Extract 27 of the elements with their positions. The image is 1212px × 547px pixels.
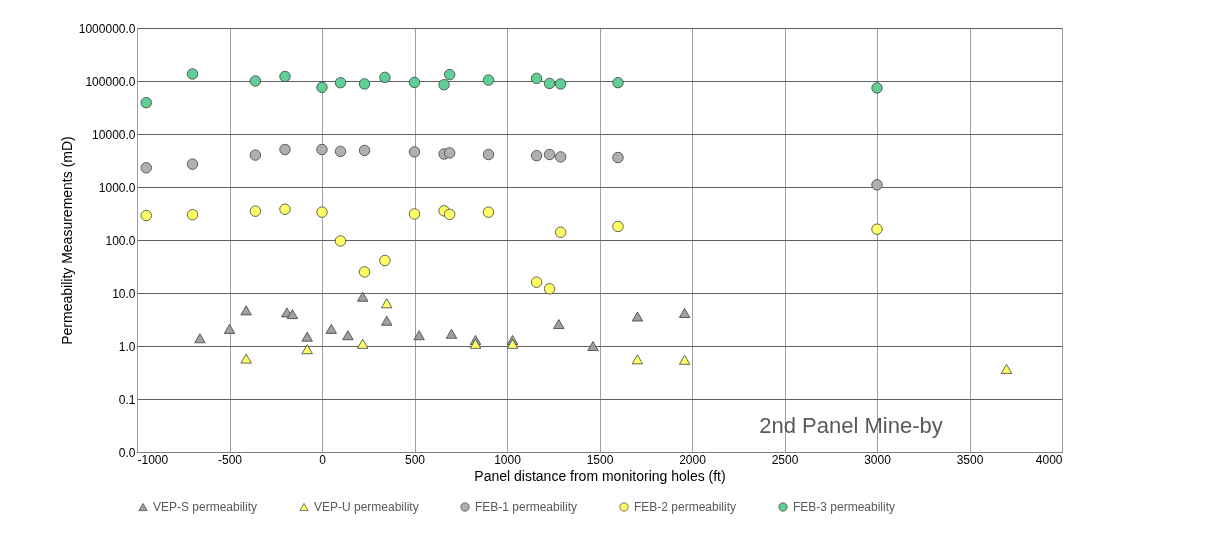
x-tick-label: 3000 [864, 452, 892, 467]
y-tick-label: 0.1 [118, 392, 136, 407]
y-axis-title: Permeability Measurements (mD) [58, 136, 75, 345]
x-tick-label: 1500 [586, 452, 614, 467]
legend-label: FEB-1 permeability [475, 500, 578, 514]
y-tick-label: 0.0 [118, 445, 136, 460]
x-tick-label: 500 [404, 452, 426, 467]
legend-label: FEB-3 permeability [793, 500, 896, 514]
y-tick-label: 1000.0 [98, 180, 136, 195]
x-tick-label: -1000 [137, 452, 169, 467]
y-tick-label: 1000000.0 [78, 21, 136, 36]
y-tick-label: 10000.0 [92, 127, 136, 142]
x-axis-title: Panel distance from monitoring holes (ft) [474, 467, 726, 484]
x-tick-label: 3500 [956, 452, 984, 467]
legend-label: VEP-S permeability [153, 500, 258, 514]
legend-label: VEP-U permeability [314, 500, 419, 514]
x-tick-label: 2500 [771, 452, 799, 467]
x-tick-label: 2000 [679, 452, 707, 467]
x-tick-label: -500 [217, 452, 243, 467]
y-tick-label: 100.0 [105, 233, 136, 248]
legend-label: FEB-2 permeability [634, 500, 737, 514]
x-tick-label: 0 [319, 452, 327, 467]
y-tick-label: 10.0 [112, 286, 136, 301]
x-tick-label: 4000 [1035, 452, 1063, 467]
y-tick-label: 1.0 [118, 339, 136, 354]
x-tick-label: 1000 [494, 452, 522, 467]
y-tick-label: 100000.0 [85, 74, 136, 89]
